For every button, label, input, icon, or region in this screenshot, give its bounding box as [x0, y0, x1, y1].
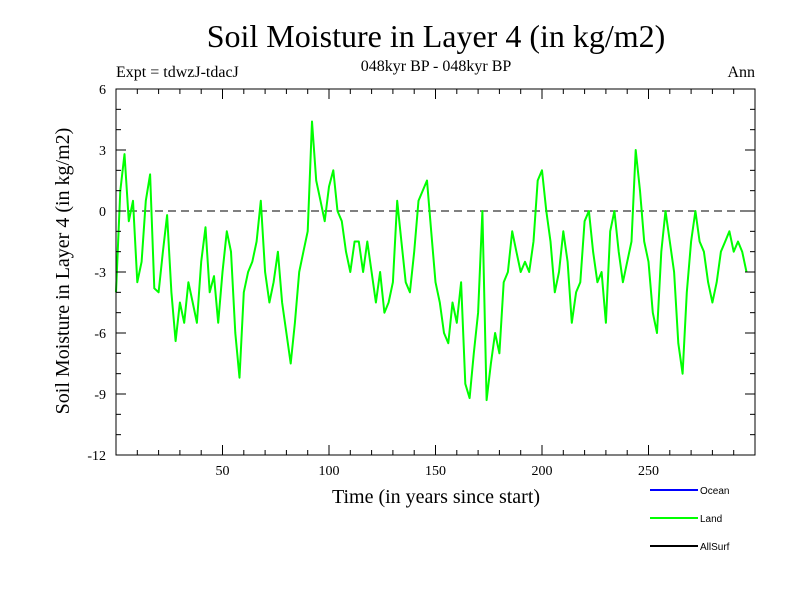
y-tick-label: -12	[87, 449, 106, 464]
y-tick-label: -6	[94, 327, 106, 342]
y-axis-label: Soil Moisture in Layer 4 (in kg/m2)	[52, 128, 74, 415]
x-tick-label: 150	[425, 464, 446, 479]
series-line-land	[115, 120, 748, 402]
x-tick-label: 200	[532, 464, 553, 479]
y-tick-label: -3	[94, 266, 106, 281]
x-axis-label: Time (in years since start)	[332, 486, 540, 508]
plot-area: 50 100 150 200 250 6 3 0 -3 -6 -9 -12	[87, 83, 756, 479]
legend-label-land: Land	[700, 514, 722, 525]
x-tick-label: 100	[319, 464, 340, 479]
chart-subtitle: 048kyr BP - 048kyr BP	[361, 58, 512, 75]
legend-label-ocean: Ocean	[700, 486, 729, 497]
experiment-label: Expt = tdwzJ-tdacJ	[116, 64, 239, 81]
y-tick-label: 3	[99, 144, 106, 159]
season-label: Ann	[727, 64, 755, 81]
legend: Ocean Land AllSurf	[650, 486, 730, 553]
y-tick-label: -9	[94, 388, 106, 403]
x-tick-label: 250	[638, 464, 659, 479]
y-tick-label: 6	[99, 83, 106, 98]
x-tick-label: 50	[216, 464, 230, 479]
legend-label-allsurf: AllSurf	[700, 542, 730, 553]
chart-title: Soil Moisture in Layer 4 (in kg/m2)	[207, 18, 666, 54]
y-tick-label: 0	[99, 205, 106, 220]
